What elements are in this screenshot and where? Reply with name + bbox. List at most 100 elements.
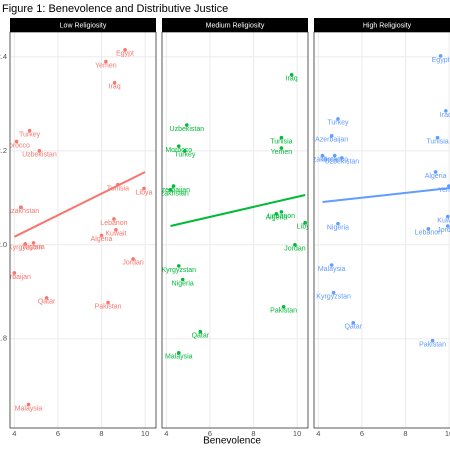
point <box>168 188 173 192</box>
point <box>351 320 356 325</box>
point <box>329 134 334 138</box>
point <box>176 351 181 355</box>
point-label: Egypt <box>116 51 134 58</box>
point <box>112 217 116 221</box>
point-label: Nigeria <box>327 225 349 232</box>
point <box>279 210 284 214</box>
point-label: Kazakhstan <box>3 208 40 215</box>
point <box>31 241 36 245</box>
point <box>198 329 203 334</box>
point-label: Libya <box>136 189 153 196</box>
point-label: Lebanon <box>415 230 442 237</box>
x-tick-label: 10 <box>445 429 450 438</box>
point <box>14 139 19 144</box>
point <box>435 135 440 140</box>
point-label: Lebanon <box>100 220 127 227</box>
figure-title: Figure 1: Benevolence and Distributive J… <box>2 3 228 15</box>
point-label: Kyrgyzstan <box>8 245 43 252</box>
point <box>104 59 108 64</box>
point <box>176 144 181 148</box>
point-label: Lebanon <box>268 213 295 220</box>
trend-line <box>322 186 450 204</box>
point <box>180 277 185 282</box>
point <box>447 184 450 188</box>
panel-background <box>162 32 308 428</box>
x-tick-label: 8 <box>99 429 103 438</box>
point-label: Tunisia <box>107 186 129 193</box>
point-label: Uzbekistan <box>22 152 57 159</box>
strip-title: Medium Religiosity <box>206 22 265 29</box>
point-label: Nigeria <box>172 280 194 287</box>
point <box>44 296 49 300</box>
point-label: Algeria <box>425 173 447 180</box>
point <box>23 242 28 246</box>
point-label: Kazakhstan <box>152 191 189 198</box>
point-label: Qatar <box>344 324 362 331</box>
point <box>320 153 325 158</box>
strip <box>314 18 450 32</box>
strip-title: Low Religiosity <box>60 22 107 29</box>
x-tick-label: 10 <box>141 429 149 438</box>
point-label: Kyrgyzstan <box>161 267 196 274</box>
point <box>438 54 443 58</box>
point-label: Algeria <box>266 215 288 222</box>
point <box>274 211 279 216</box>
point <box>27 128 32 133</box>
point-label: Kazakhstan <box>304 156 341 163</box>
point <box>293 242 297 247</box>
point-label: Morocco <box>165 147 192 154</box>
point <box>331 290 336 295</box>
x-tick-label: 4 <box>12 429 16 438</box>
point-label: Azerbaijan <box>315 137 348 144</box>
point <box>445 224 450 228</box>
y-tick-label: 2.0 <box>0 240 7 249</box>
point-label: Malaysia <box>15 405 43 412</box>
point-label: Nigeria <box>22 244 44 251</box>
x-tick-label: 8 <box>403 429 407 438</box>
point <box>99 233 104 238</box>
point-label: Kyrgyzstan <box>316 294 351 301</box>
point <box>12 271 17 275</box>
point <box>114 227 118 232</box>
point-label: Egypt <box>432 57 450 64</box>
panel: Egypt Yemen Iraq Turkey Morocco Uzbekistan Tun… <box>3 32 156 428</box>
point <box>183 149 187 153</box>
x-tick-label: 8 <box>251 429 255 438</box>
point-label: Yemen <box>271 149 293 156</box>
y-tick-label: 2.2 <box>0 146 7 155</box>
point <box>430 338 435 343</box>
strip <box>162 18 308 32</box>
point <box>106 300 110 305</box>
point-label: Azerbaijan <box>157 187 190 194</box>
point <box>336 221 340 226</box>
point <box>171 184 176 188</box>
point <box>279 135 284 140</box>
point-label: Morocco <box>321 156 348 163</box>
point-label: Qatar <box>38 299 56 306</box>
trend-line <box>170 194 306 227</box>
point-label: Pakistan <box>270 308 297 315</box>
y-tick-label: 2.4 <box>0 52 7 61</box>
strip <box>10 18 156 32</box>
point <box>445 214 450 219</box>
point <box>332 153 337 158</box>
point <box>303 220 307 225</box>
point-label: Malaysia <box>318 266 346 273</box>
x-tick-label: 6 <box>56 429 60 438</box>
trend-line <box>13 171 146 238</box>
x-tick-label: 4 <box>316 429 320 438</box>
point <box>19 205 23 210</box>
x-tick-label: 6 <box>208 429 212 438</box>
point <box>289 72 294 77</box>
point-label: Kuwait <box>105 231 126 238</box>
point-label: Libya <box>297 224 314 231</box>
point-label: Turkey <box>327 120 349 127</box>
point-label: Malaysia <box>165 354 193 361</box>
point-label: Morocco <box>3 142 30 149</box>
point <box>123 48 127 52</box>
point <box>279 146 284 150</box>
point-label: Jordan <box>122 260 144 267</box>
point-label: Uzbekistan <box>325 159 360 166</box>
